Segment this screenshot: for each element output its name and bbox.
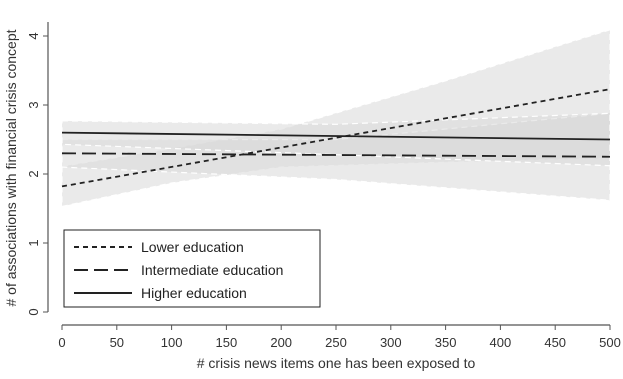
x-tick-label-250: 250 [325,335,347,350]
y-tick-label-3: 3 [26,101,41,108]
legend-label-lower: Lower education [141,239,244,255]
y-tick-label-4: 4 [26,32,41,39]
series-line-lower-education [61,88,611,188]
x-tick-label-400: 400 [490,335,512,350]
x-tick-label-150: 150 [216,335,238,350]
y-axis-title: # of associations with financial crisis … [3,29,19,306]
legend: Lower education Intermediate education H… [63,229,321,308]
x-tick-label-500: 500 [599,335,621,350]
y-tick-label-1: 1 [26,239,41,246]
x-tick-label-200: 200 [270,335,292,350]
x-tick-label-0: 0 [58,335,65,350]
series-line-higher-education [61,131,611,141]
series-line-intermediate-education [61,152,611,158]
x-tick-label-350: 350 [435,335,457,350]
x-tick-label-450: 450 [544,335,566,350]
x-tick-label-300: 300 [380,335,402,350]
y-tick-label-0: 0 [26,308,41,315]
legend-label-intermediate: Intermediate education [141,262,283,278]
legend-label-higher: Higher education [141,285,247,301]
x-axis-title: # crisis news items one has been exposed… [197,355,476,371]
x-tick-label-50: 50 [110,335,124,350]
x-ticks: 0 50 100 150 200 250 300 350 400 450 500 [58,325,621,350]
legend-box [63,229,321,308]
y-tick-label-2: 2 [26,170,41,177]
x-tick-label-100: 100 [161,335,183,350]
ci-band-higher-education [61,112,611,167]
series-lines [61,88,611,188]
y-ticks: 0 1 2 3 4 [26,32,48,316]
